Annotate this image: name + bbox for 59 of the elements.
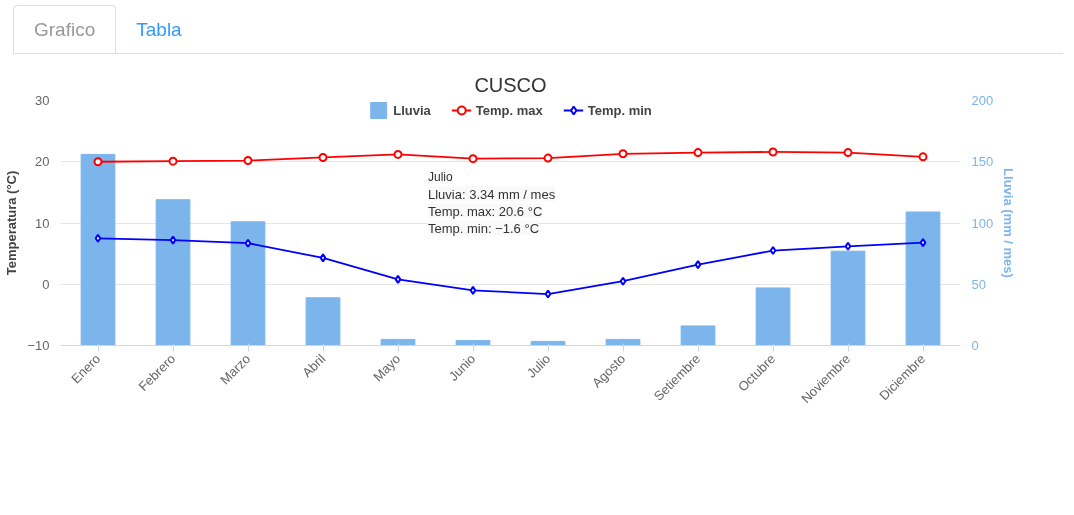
y-tick-label: 10 (35, 215, 50, 231)
point (393, 149, 403, 159)
annotation: Julio (428, 170, 454, 185)
point (469, 285, 477, 295)
annotation: Lluvia: 3.34 mm / mes (428, 186, 556, 202)
text: Grafico (13, 5, 117, 54)
chart-title: CUSCO (474, 73, 547, 96)
bar (230, 221, 266, 346)
point (394, 274, 402, 284)
point (919, 238, 927, 248)
bar (455, 340, 491, 346)
point (93, 157, 103, 167)
y2-tick-label: 50 (971, 276, 986, 292)
point (243, 156, 253, 166)
annotation: Temp. max: 20.6 °C (428, 203, 543, 219)
y-tick-label: 20 (35, 154, 50, 170)
bar (155, 199, 191, 346)
text: Tabla (135, 18, 183, 42)
point (169, 235, 177, 245)
bar (905, 211, 941, 346)
legend-label: Temp. min (587, 102, 652, 118)
point (319, 253, 327, 263)
point (693, 148, 703, 158)
point (543, 153, 553, 163)
y-tick-label: 30 (35, 93, 50, 108)
point (918, 152, 928, 162)
bar (530, 340, 566, 346)
point (244, 238, 252, 248)
bar (830, 250, 866, 346)
point (468, 154, 478, 164)
bar (305, 297, 341, 346)
point (544, 289, 552, 299)
x-tick-label: Julio (523, 351, 554, 381)
point (94, 233, 102, 243)
y2-tick-label: 200 (971, 93, 994, 108)
legend-label: Temp. max (475, 102, 543, 118)
bar (605, 338, 641, 346)
bar (755, 287, 791, 346)
y-tick-label: −10 (27, 338, 50, 353)
point (769, 246, 777, 256)
annotation: Temp. min: −1.6 °C (428, 220, 540, 236)
point (768, 147, 778, 157)
point (318, 152, 328, 162)
bar (380, 338, 416, 346)
point (844, 241, 852, 251)
bar (80, 153, 116, 346)
point (843, 148, 853, 158)
point (168, 156, 178, 166)
y-axis-title: Temperatura (°C) (4, 170, 20, 276)
bar (680, 325, 716, 346)
y2-tick-label: 0 (971, 338, 979, 353)
y2-axis-title: Lluvia (mm / mes) (1001, 168, 1017, 278)
y-tick-label: 0 (42, 276, 50, 292)
legend-label: Lluvia (393, 102, 431, 118)
point (694, 260, 702, 270)
y2-tick-label: 150 (971, 154, 994, 170)
y2-tick-label: 100 (971, 215, 994, 231)
point (619, 276, 627, 286)
point (618, 149, 628, 159)
